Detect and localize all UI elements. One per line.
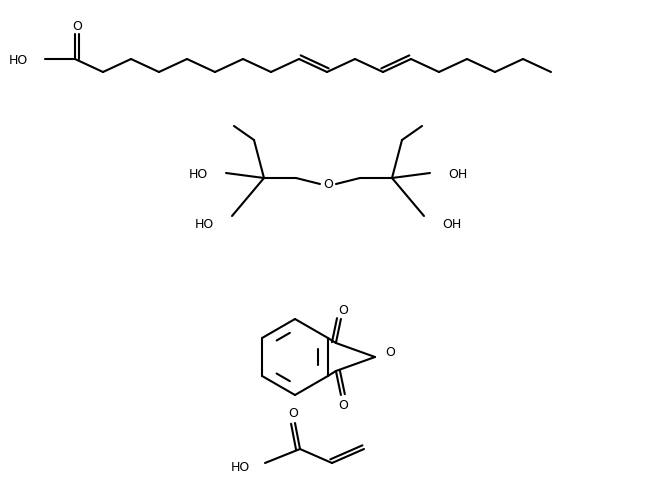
Text: O: O: [338, 303, 348, 316]
Text: HO: HO: [195, 218, 214, 231]
Text: HO: HO: [9, 54, 28, 66]
Text: HO: HO: [189, 167, 208, 180]
Text: OH: OH: [448, 167, 467, 180]
Text: OH: OH: [442, 218, 461, 231]
Text: O: O: [323, 178, 333, 191]
Text: O: O: [385, 346, 395, 359]
Text: O: O: [288, 407, 298, 420]
Text: O: O: [338, 399, 348, 412]
Text: O: O: [72, 20, 82, 33]
Text: HO: HO: [231, 460, 250, 473]
